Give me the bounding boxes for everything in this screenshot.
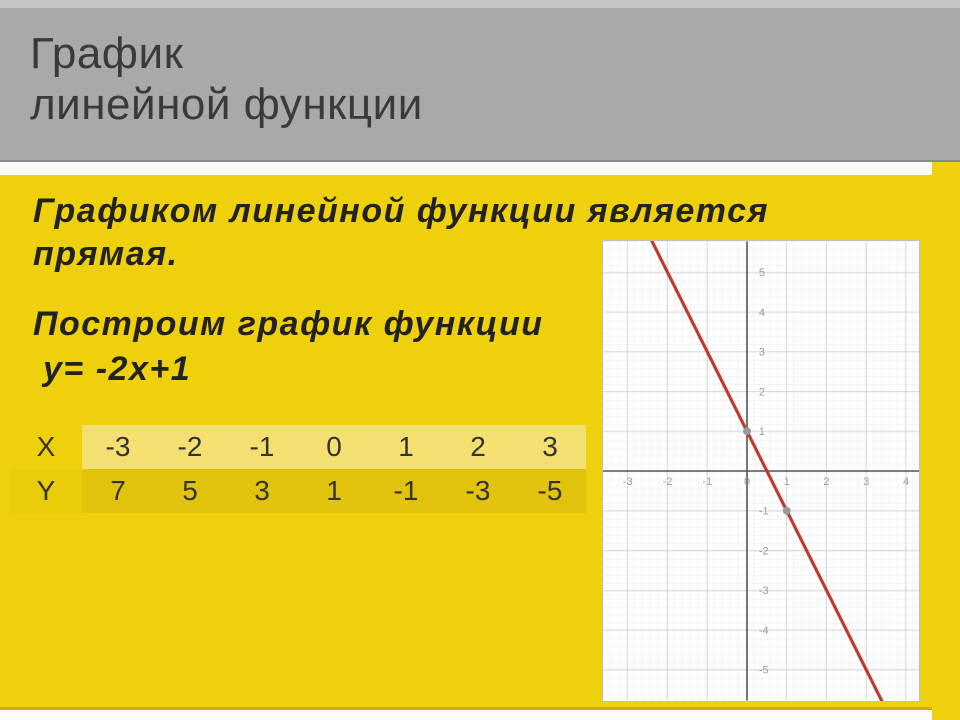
content-yellow-block: Графиком линейной функции является пряма… [0, 175, 932, 710]
table-row: X -3 -2 -1 0 1 2 3 [10, 425, 586, 469]
value-table: X -3 -2 -1 0 1 2 3 Y 7 5 3 1 -1 -3 -5 [10, 425, 586, 513]
svg-text:-3: -3 [623, 476, 633, 488]
table-cell: -3 [442, 469, 514, 513]
table-cell: 1 [298, 469, 370, 513]
slide-title: График линейной функции [30, 29, 423, 130]
table-cell: 3 [514, 425, 586, 469]
header-band: График линейной функции [0, 0, 960, 160]
table-row: Y 7 5 3 1 -1 -3 -5 [10, 469, 586, 513]
svg-text:2: 2 [759, 386, 765, 398]
function-chart: -3 -2 -1 0 1 2 3 4 -5 -4 -3 -2 -1 1 2 3 4 5 [602, 240, 920, 702]
table-cell: -5 [514, 469, 586, 513]
svg-text:4: 4 [759, 307, 765, 319]
svg-text:-3: -3 [759, 585, 769, 597]
svg-text:-2: -2 [759, 545, 769, 557]
row-label-y: Y [10, 469, 82, 513]
header-bottom-line [0, 160, 960, 162]
svg-text:-1: -1 [702, 476, 712, 488]
svg-text:3: 3 [759, 347, 765, 359]
chart-svg: -3 -2 -1 0 1 2 3 4 -5 -4 -3 -2 -1 1 2 3 4 5 [603, 241, 919, 701]
svg-text:1: 1 [784, 476, 790, 488]
svg-text:2: 2 [823, 476, 829, 488]
table-cell: 2 [442, 425, 514, 469]
table-cell: 5 [154, 469, 226, 513]
table-cell: -1 [370, 469, 442, 513]
table-cell: 1 [370, 425, 442, 469]
svg-text:1: 1 [759, 426, 765, 438]
slide-root: −b ± √b² − 4ac tⁿ dt 2a ∫ e−tb−1 sin2 φ … [0, 0, 960, 720]
table-cell: 7 [82, 469, 154, 513]
title-line-2: линейной функции [30, 80, 423, 129]
svg-text:0: 0 [744, 476, 750, 488]
table-cell: -2 [154, 425, 226, 469]
table-cell: -3 [82, 425, 154, 469]
table-cell: 3 [226, 469, 298, 513]
table-cell: 0 [298, 425, 370, 469]
svg-text:-1: -1 [759, 506, 769, 518]
svg-text:-5: -5 [759, 665, 769, 677]
svg-text:-4: -4 [759, 625, 769, 637]
svg-text:5: 5 [759, 267, 765, 279]
table-cell: -1 [226, 425, 298, 469]
row-label-x: X [10, 425, 82, 469]
header-top-strip [0, 0, 960, 8]
svg-text:3: 3 [863, 476, 869, 488]
svg-text:-2: -2 [663, 476, 673, 488]
svg-text:4: 4 [903, 476, 909, 488]
title-line-1: График [30, 29, 183, 78]
